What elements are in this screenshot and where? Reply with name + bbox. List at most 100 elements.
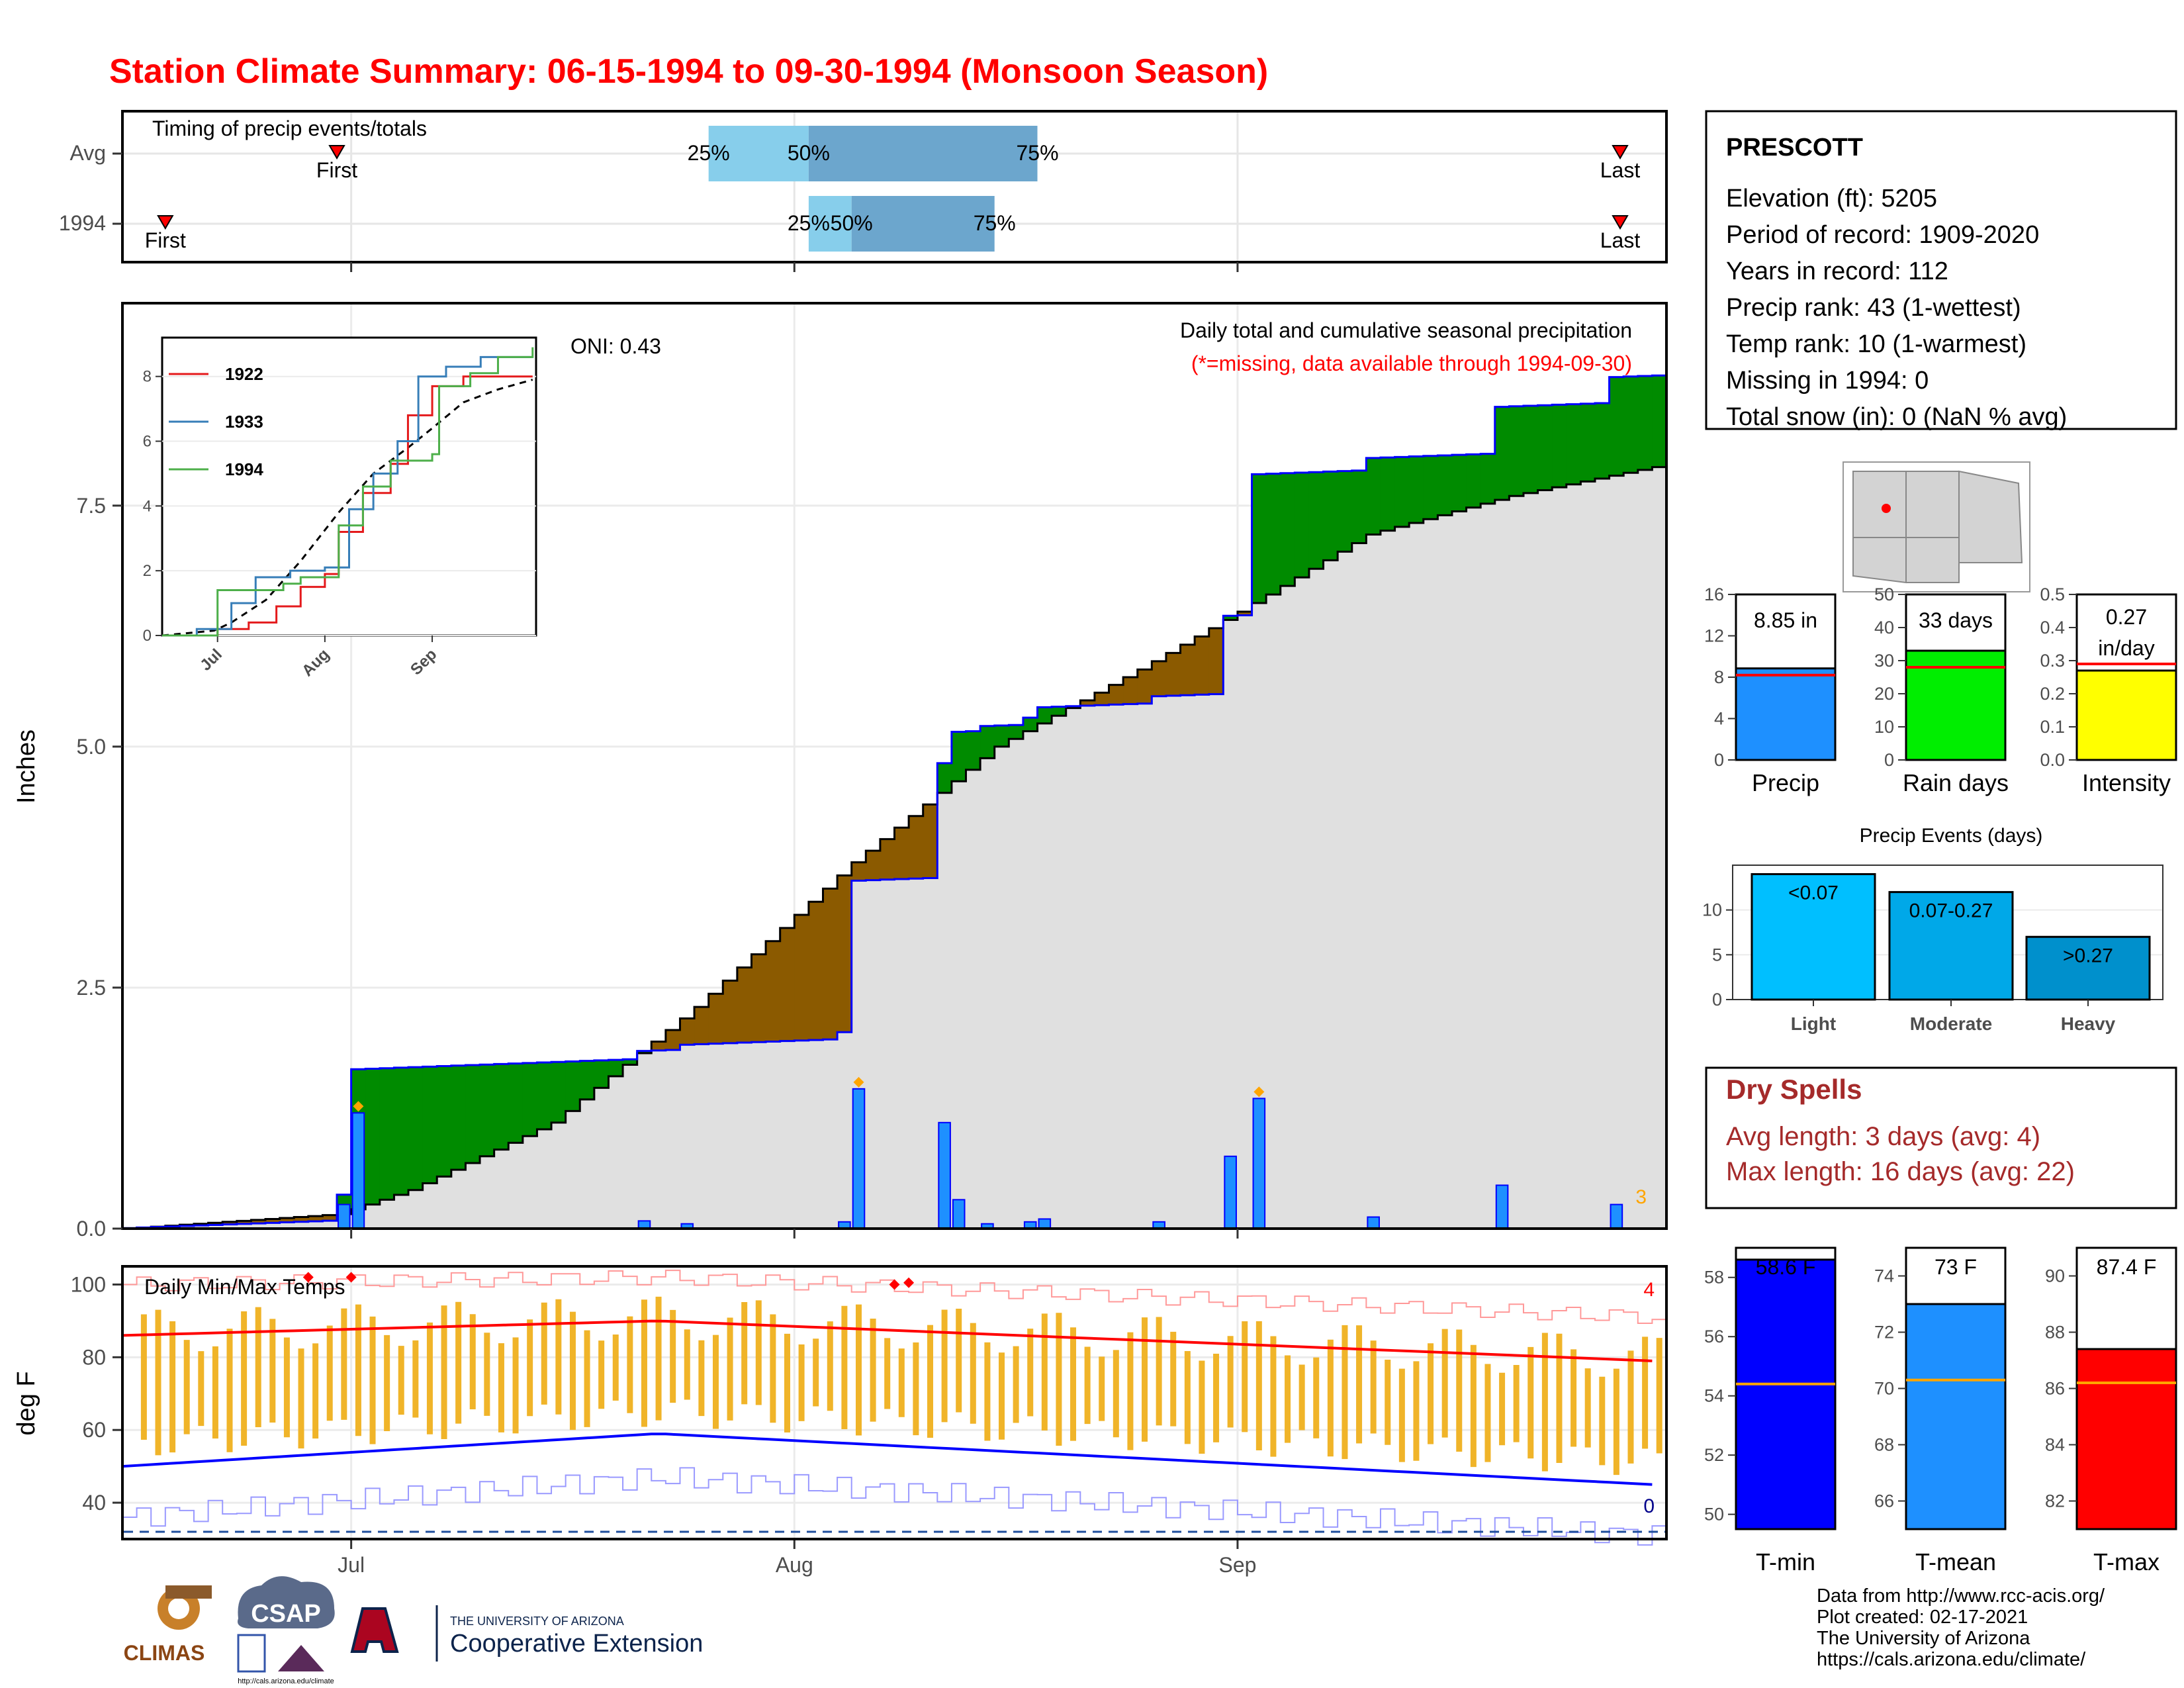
departure-fill — [980, 726, 995, 759]
temps-title: Daily Min/Max Temps — [144, 1275, 345, 1299]
temp-bar-label: T-min — [1756, 1548, 1815, 1575]
temp-bar-label: T-max — [2093, 1548, 2160, 1575]
temp-bar-tick-label: 52 — [1704, 1445, 1724, 1465]
events-bar-label: 0.07-0.27 — [1909, 900, 1993, 922]
departure-fill — [751, 954, 766, 1043]
inset-legend-label: 1994 — [225, 459, 263, 479]
temp-bar-value: 58.6 F — [1756, 1255, 1816, 1279]
summary-bar-value-unit: in/day — [2098, 636, 2154, 660]
main-ytick-label: 5.0 — [77, 735, 106, 759]
footer: Data from http://www.rcc-acis.org/Plot c… — [124, 1576, 2105, 1685]
station-name: PRESCOTT — [1726, 134, 1863, 162]
missing-count: 3 — [1635, 1186, 1647, 1208]
inset-series-1994 — [162, 347, 534, 637]
summary-bar-tick-label: 8 — [1714, 667, 1724, 687]
departure-fill — [608, 1060, 623, 1076]
departure-fill — [1009, 725, 1024, 739]
departure-fill — [1594, 403, 1610, 479]
departure-fill — [1380, 457, 1396, 531]
departure-fill — [1280, 473, 1295, 586]
departure-fill — [1366, 457, 1381, 535]
departure-fill — [1308, 472, 1324, 569]
summary-bar-rain-days: 0 10 20 30 40 50 33 days Rain days — [1874, 585, 2009, 796]
temp-bar-fill — [2075, 1348, 2177, 1530]
summary-bar-tick-label: 10 — [1874, 717, 1894, 737]
summary-bar-tick-label: 50 — [1874, 585, 1894, 604]
departure-fill — [1552, 404, 1567, 488]
temp-ytick-label: 80 — [82, 1345, 106, 1369]
main-ytick-label: 0.0 — [77, 1217, 106, 1241]
temp-bar-tick-label: 54 — [1704, 1386, 1724, 1406]
csap-logo-url: http://cals.arizona.edu/climate — [238, 1677, 334, 1685]
summary-bar-value: 0.27 — [2106, 605, 2147, 629]
departure-fill — [694, 1007, 709, 1045]
inset-series-1933 — [162, 355, 533, 637]
events-bar-label: >0.27 — [2063, 945, 2113, 966]
daily-precip-bar — [1610, 1203, 1623, 1229]
departure-fill — [1052, 706, 1067, 716]
departure-fill — [994, 725, 1009, 747]
departure-fill — [1165, 653, 1181, 696]
temps-count-cold: 0 — [1643, 1495, 1655, 1517]
precip-panel: 0.0 2.5 5.0 7.5 Inches Daily total and cumu… — [13, 262, 1668, 1241]
temps-count-hot: 4 — [1643, 1279, 1655, 1301]
departure-fill — [951, 731, 967, 782]
departure-fill — [937, 763, 952, 793]
summary-bar-value: 33 days — [1919, 608, 1993, 632]
timing-last-label: Last — [1600, 228, 1641, 252]
timing-pct-75: 75% — [1016, 141, 1058, 165]
temp-bar-t-min: 50 52 54 56 58 58.6 F T-min — [1704, 1246, 1837, 1575]
departure-fill — [894, 827, 909, 880]
footer-line: The University of Arizona — [1817, 1628, 2030, 1649]
departure-fill — [1623, 376, 1639, 473]
temp-bar-t-mean: 66 68 70 72 74 73 F T-mean — [1874, 1246, 2007, 1575]
departure-fill — [379, 1068, 394, 1200]
departure-fill — [1394, 457, 1410, 527]
departure-fill — [1494, 406, 1510, 500]
summary-bar-tick-label: 30 — [1874, 651, 1894, 671]
timing-bar-q2 — [808, 126, 1038, 181]
departure-fill — [623, 1059, 638, 1065]
departure-fill — [1080, 700, 1095, 706]
timing-last-label: Last — [1600, 158, 1641, 182]
temp-bar-tick-label: 70 — [1874, 1379, 1894, 1399]
departure-fill — [1480, 453, 1496, 504]
station-info-line: Period of record: 1909-2020 — [1726, 221, 2039, 249]
departure-fill — [265, 1219, 281, 1223]
departure-fill — [437, 1066, 452, 1177]
temp-bar-tick-label: 84 — [2045, 1435, 2065, 1455]
summary-bar-tick-label: 0.0 — [2040, 750, 2065, 770]
summary-bar-label: Intensity — [2082, 769, 2171, 796]
departure-fill — [794, 915, 809, 1041]
summary-bar-tick-label: 4 — [1714, 709, 1724, 729]
departure-fill — [1295, 473, 1310, 578]
summary-bar-label: Rain days — [1903, 769, 2009, 796]
ua-logo-line1: THE UNIVERSITY OF ARIZONA — [450, 1615, 624, 1628]
departure-fill — [537, 1062, 552, 1130]
departure-fill — [1509, 406, 1524, 496]
csap-logo-text: CSAP — [251, 1600, 321, 1628]
temp-bar-tick-label: 66 — [1874, 1491, 1894, 1511]
summary-bar-intensity: 0.0 0.1 0.2 0.3 0.4 0.5 0.27 in/day Intensity — [2040, 585, 2177, 796]
events-ytick-label: 5 — [1712, 945, 1722, 964]
departure-fill — [680, 1018, 695, 1045]
station-info-line: Missing in 1994: 0 — [1726, 367, 1929, 395]
temp-ytick-label: 40 — [82, 1491, 106, 1515]
departure-fill — [880, 839, 895, 880]
summary-bar-value: 8.85 in — [1754, 608, 1817, 632]
events-bar — [1888, 891, 2014, 1001]
summary-bar-tick-label: 0.1 — [2040, 717, 2065, 737]
summary-bar-tick-label: 0 — [1884, 750, 1894, 770]
departure-fill — [1195, 636, 1210, 695]
temp-bar-value: 87.4 F — [2097, 1255, 2157, 1279]
month-tick-label: Aug — [776, 1553, 813, 1577]
month-tick-label: Sep — [1218, 1553, 1256, 1577]
departure-fill — [394, 1067, 409, 1196]
main-ytick-label: 7.5 — [77, 494, 106, 518]
timing-row-avg-label: Avg — [69, 141, 106, 165]
daily-max-marker — [1253, 1086, 1265, 1098]
temp-bar-tick-label: 86 — [2045, 1379, 2065, 1399]
departure-fill — [1423, 455, 1438, 520]
inset-legend-label: 1933 — [225, 412, 263, 432]
dry-spells-max: Max length: 16 days (avg: 22) — [1726, 1157, 2075, 1186]
